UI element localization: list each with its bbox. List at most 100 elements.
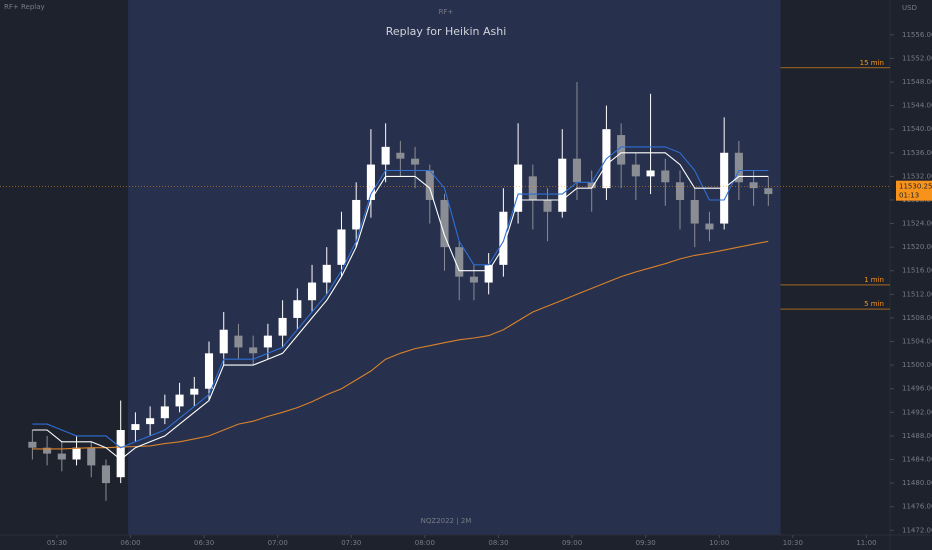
x-tick-label: 08:00 [415,539,435,547]
y-tick-label: 11544.00 [902,102,932,110]
candle-body [514,164,523,212]
candle-body [57,453,66,460]
candle-body [116,430,125,478]
candle-body [455,247,464,277]
candle-body [322,264,331,283]
x-tick-label: 08:30 [488,539,508,547]
candle-body [278,317,287,336]
candle-body [234,335,243,348]
y-tick-label: 11480.00 [902,479,932,487]
last-price-box [896,180,932,201]
candle-body [690,199,699,224]
candle-body [352,199,361,230]
y-tick-label: 11520.00 [902,243,932,251]
indicator-line [32,240,769,450]
candle-body [661,170,670,183]
level-label: 15 min [860,59,884,67]
y-tick-label: 11472.00 [902,526,932,534]
x-tick-label: 10:30 [783,539,803,547]
candle-body [425,170,434,200]
y-tick-label: 11540.00 [902,125,932,133]
x-tick-label: 07:30 [341,539,361,547]
candle-body [190,388,199,395]
level-label: 1 min [864,276,884,284]
candle-body [764,188,773,195]
candle-body [146,418,155,425]
indicator-line [32,146,769,449]
candle-body [396,152,405,159]
candle-body [469,276,478,283]
x-tick-label: 10:00 [709,539,729,547]
level-label: 5 min [864,300,884,308]
last-price: 11530.25 [899,183,932,191]
candle-body [43,447,52,454]
y-tick-label: 11556.00 [902,31,932,39]
candle-body [87,447,96,466]
candle-body [381,146,390,165]
candle-body [558,158,567,212]
x-tick-label: 07:00 [268,539,288,547]
candle-body [646,170,655,177]
candle-body [219,329,228,354]
replay-region [128,0,781,535]
x-tick-label: 06:00 [120,539,140,547]
candle-body [411,158,420,165]
candle-body [366,164,375,200]
y-tick-label: 11548.00 [902,78,932,86]
x-tick-label: 11:00 [856,539,876,547]
candle-body [631,164,640,177]
candle-body [587,182,596,189]
under-layer [128,0,781,535]
candle-body [543,199,552,212]
candle-body [160,406,169,419]
candle-body [499,211,508,265]
symbol: NQZ2022 | 2M [421,517,472,525]
candle-body [484,264,493,283]
candle-body [249,347,258,354]
x-tick-label: 09:00 [562,539,582,547]
y-tick-label: 11552.00 [902,54,932,62]
y-tick-label: 11484.00 [902,455,932,463]
candle-body [675,182,685,200]
candle-body [175,394,184,407]
y-tick-label: 11536.00 [902,149,932,157]
y-tick-label: 11508.00 [902,314,932,322]
chart-title: Replay for Heikin Ashi [386,25,507,38]
x-tick-label: 06:30 [194,539,214,547]
indicator-line [32,152,769,461]
candle-body [72,447,81,460]
candle-body [337,229,346,265]
currency: USD [902,4,917,12]
header: RF+ Replay [4,3,45,11]
y-tick-label: 11476.00 [902,503,932,511]
candle-body [705,223,714,230]
candle-body [131,424,140,431]
y-tick-label: 11500.00 [902,361,932,369]
candle-body [293,300,302,318]
x-tick-label: 09:30 [636,539,656,547]
candle-body [572,158,582,183]
y-tick-label: 11512.00 [902,290,932,298]
y-tick-label: 11496.00 [902,385,932,393]
x-tick-label: 05:30 [47,539,67,547]
y-tick-label: 11504.00 [902,338,932,346]
y-tick-label: 11492.00 [902,408,932,416]
countdown: 01:13 [899,192,919,200]
candle-body [440,199,449,248]
candle-body [101,465,111,484]
candle-body [307,282,317,301]
candle-body [617,135,626,165]
candle-body [28,441,37,448]
candle-body [263,335,272,348]
y-tick-label: 11516.00 [902,267,932,275]
candle-body [204,353,214,389]
y-tick-label: 11532.00 [902,172,932,180]
candle-body [528,176,537,200]
y-tick-label: 11524.00 [902,220,932,228]
y-tick-label: 11488.00 [902,432,932,440]
subtitle: RF+ [439,8,454,16]
candle-body [749,182,758,189]
candle-body [734,152,743,183]
